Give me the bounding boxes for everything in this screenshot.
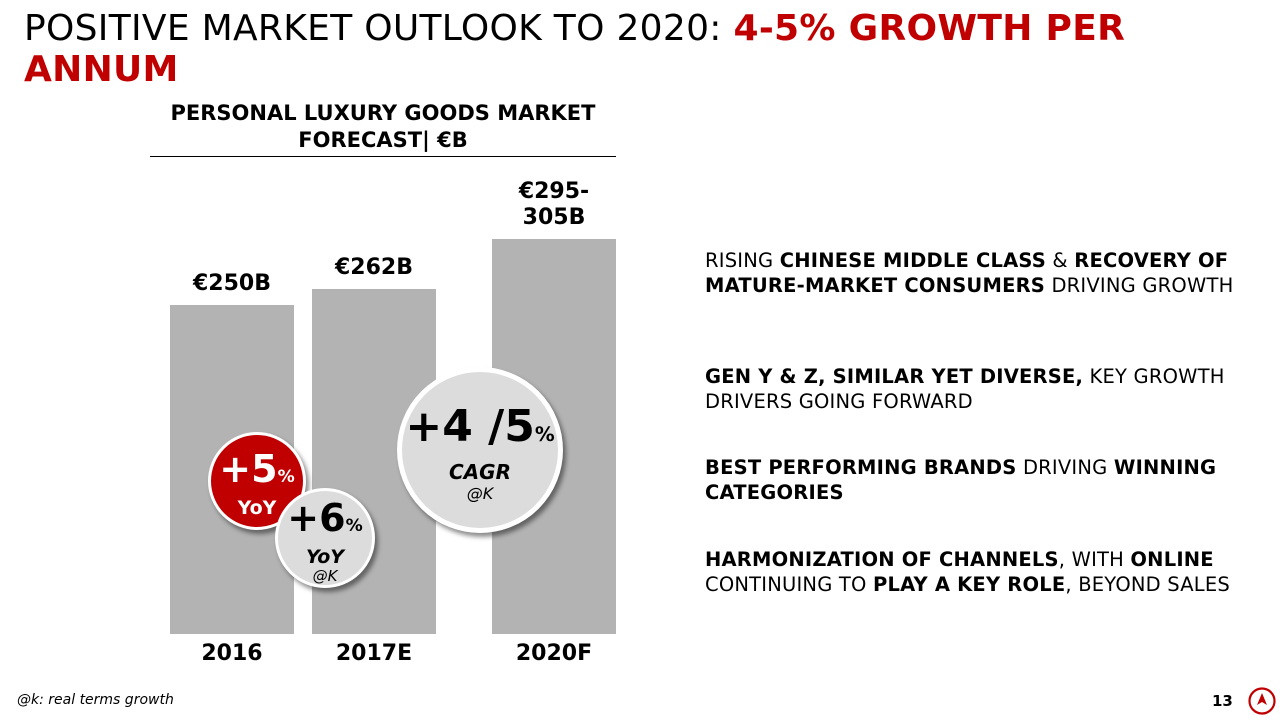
key-driver-emphasis: WINNING CATEGORIES [705,456,1217,504]
growth-label: YoY [305,546,345,568]
growth-unit: % [277,467,295,487]
footnote: @k: real terms growth [17,692,174,708]
key-driver-text: , BEYOND SALES [1065,572,1230,596]
key-driver-text: , WITH [1058,548,1131,571]
growth-bubble-2017: +6% YoY @K [275,488,375,588]
growth-value: +6 [287,496,346,540]
key-driver-emphasis: HARMONIZATION OF CHANNELS [705,548,1059,571]
key-driver-text: DRIVING GROWTH [1045,273,1234,297]
cagr-unit: % [534,423,555,446]
key-driver-text: KEY GROWTH DRIVERS GOING FORWARD [705,365,1225,413]
key-driver-emphasis: BEST PERFORMING BRANDS [705,456,1017,479]
chart-title-rule [150,156,616,157]
key-driver-text: RISING [705,249,780,272]
key-driver-emphasis: ONLINE [1130,548,1214,571]
cagr-note: @K [466,484,494,503]
key-driver-emphasis: RECOVERY OF MATURE-MARKET CONSUMERS [705,249,1229,297]
key-driver-item: BEST PERFORMING BRANDS DRIVING WINNING C… [705,456,1245,505]
slide-title-main: POSITIVE MARKET OUTLOOK TO 2020: [24,8,734,49]
bar-value-label-2020f: €295-305B [518,179,590,230]
slide-title: POSITIVE MARKET OUTLOOK TO 2020: 4-5% GR… [24,8,1224,90]
cagr-label: CAGR [449,460,511,484]
category-label-2016: 2016 [201,641,263,666]
key-driver-item: RISING CHINESE MIDDLE CLASS & RECOVERY O… [705,249,1245,298]
growth-label: YoY [237,497,277,519]
category-label-2020f: 2020F [515,641,593,666]
key-driver-emphasis: GEN Y & Z, SIMILAR YET DIVERSE, [705,365,1084,388]
bar-value-label-2017e: €262B [335,255,413,281]
slide-title-accent: 4-5% GROWTH PER ANNUM [24,8,1126,90]
key-driver-item: HARMONIZATION OF CHANNELS, WITH ONLINE C… [705,548,1245,597]
key-driver-text: DRIVING [1016,456,1114,479]
cagr-value: +4 /5 [405,401,535,452]
growth-note: @K [312,567,338,585]
chart-title: PERSONAL LUXURY GOODS MARKET FORECAST| €… [170,101,596,152]
key-driver-emphasis: CHINESE MIDDLE CLASS [779,249,1047,272]
page-number: 13 [1212,692,1233,710]
key-driver-item: GEN Y & Z, SIMILAR YET DIVERSE, KEY GROW… [705,365,1245,414]
cagr-bubble-2020: +4 /5% CAGR @K [397,367,563,533]
key-driver-text: & [1046,249,1075,272]
growth-unit: % [345,516,363,536]
category-label-2017e: 2017E [335,641,413,666]
key-driver-emphasis: PLAY A KEY ROLE [872,572,1066,596]
key-driver-text: CONTINUING TO [705,572,873,596]
growth-value: +5 [219,447,278,491]
brand-logo-icon [1248,687,1276,715]
bar-value-label-2016: €250B [193,270,271,296]
